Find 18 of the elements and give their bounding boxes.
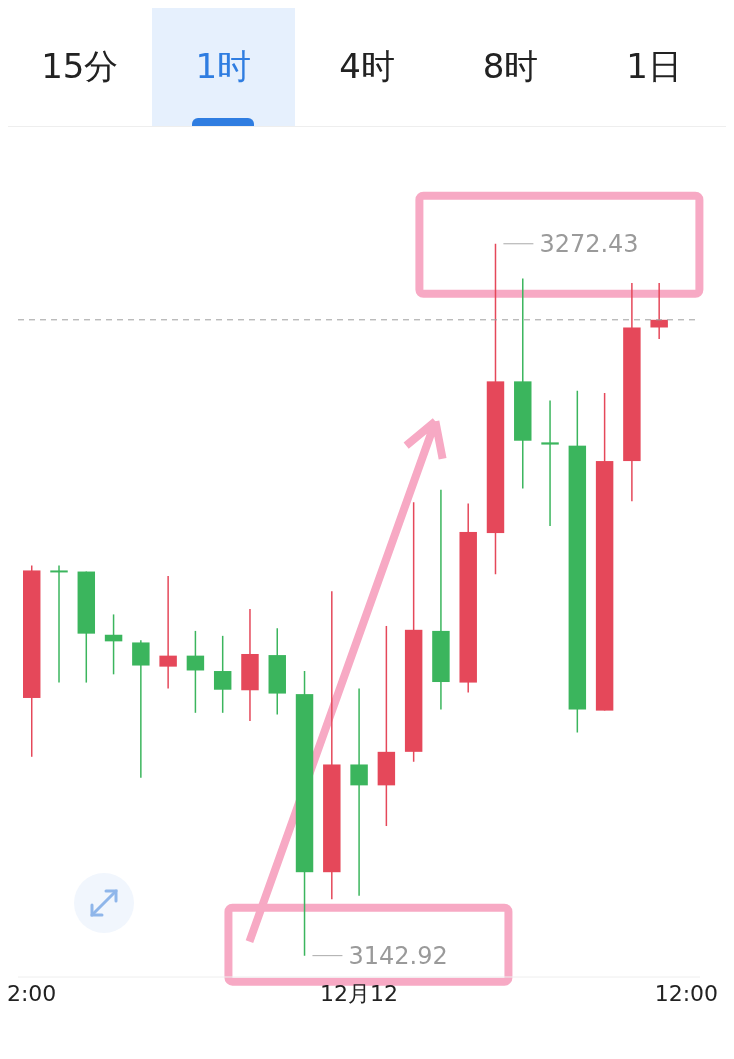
candlestick: [186, 630, 205, 714]
text: 8时: [482, 45, 539, 88]
candlestick: [50, 564, 68, 684]
candlestick: [541, 399, 559, 527]
x-tick-label: 2:00: [6, 980, 57, 1006]
text: 1日: [626, 45, 682, 88]
candlestick: [350, 687, 368, 897]
x-tick-label: 12:00: [654, 980, 719, 1006]
x-tick-label: 12月12: [320, 980, 398, 1006]
annotation: 3142.92: [348, 941, 448, 970]
text: 1时: [195, 45, 252, 88]
candlestick: [132, 639, 150, 779]
annotation: 3272.43: [539, 229, 639, 258]
candlestick: [650, 282, 668, 340]
candlestick: [159, 575, 177, 690]
candlestick: [213, 635, 232, 714]
text: 4时: [339, 45, 395, 88]
text: 15分: [41, 45, 119, 88]
